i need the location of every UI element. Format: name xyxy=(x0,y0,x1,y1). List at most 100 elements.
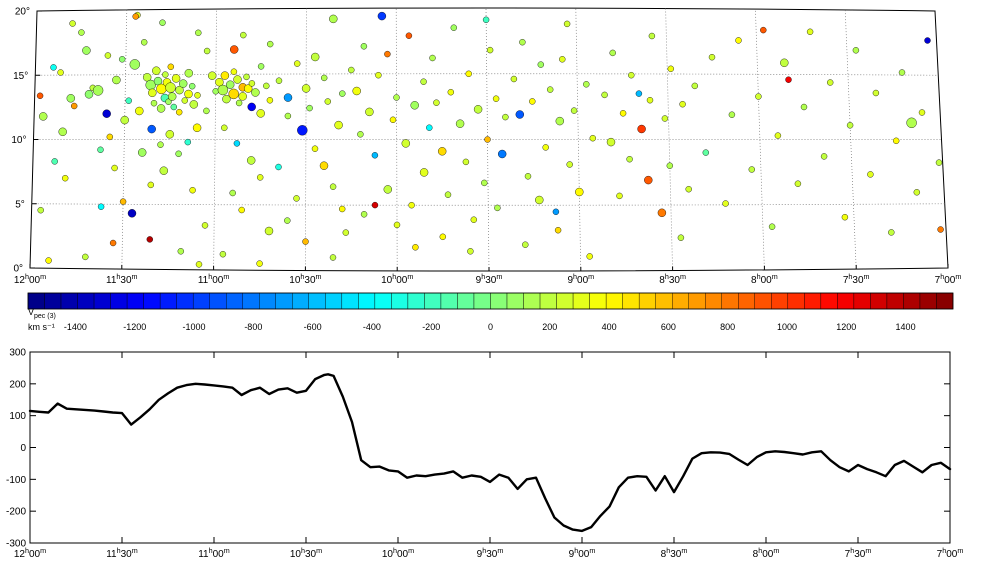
scatter-point xyxy=(78,29,85,36)
colorbar-cell xyxy=(539,292,557,310)
scatter-point xyxy=(201,222,209,229)
scatter-point xyxy=(586,253,593,260)
colorbar-units: km s⁻¹ xyxy=(28,321,55,332)
colorbar-cell xyxy=(903,292,921,310)
y-tick-label: 0 xyxy=(20,443,26,454)
scatter-point xyxy=(679,100,686,108)
scatter-point xyxy=(646,96,654,104)
colorbar-tick-label: -1000 xyxy=(183,322,206,332)
scatter-point xyxy=(104,52,112,59)
parallel-gridline xyxy=(35,73,939,76)
scatter-point xyxy=(473,105,483,114)
scatter-point xyxy=(256,109,265,118)
x-tick-label: 12h00m xyxy=(14,272,46,286)
scatter-point xyxy=(203,107,210,115)
scatter-point xyxy=(937,226,944,233)
colorbar-cell xyxy=(259,292,276,310)
colorbar-cell xyxy=(622,292,640,310)
scatter-point xyxy=(157,141,164,148)
colorbar-cell xyxy=(110,292,128,310)
scatter-point xyxy=(619,110,627,117)
scatter-point xyxy=(51,158,58,165)
meridian-gridline xyxy=(485,7,490,272)
scatter-point xyxy=(780,58,789,67)
colorbar-tick-label: 400 xyxy=(602,322,617,332)
scatter-point xyxy=(666,162,673,169)
scatter-point xyxy=(755,93,762,100)
colorbar-tick-label: -200 xyxy=(422,322,440,332)
scatter-point xyxy=(220,71,230,80)
scatter-point xyxy=(243,84,253,93)
scatter-point xyxy=(119,198,127,205)
scatter-point xyxy=(233,140,241,147)
scatter-point xyxy=(492,95,500,102)
scatter-point xyxy=(181,97,189,104)
profile-frame xyxy=(29,351,951,544)
scatter-point xyxy=(125,97,132,104)
colorbar-cell xyxy=(853,292,871,310)
colorbar-cell xyxy=(605,292,623,310)
colorbar-cell xyxy=(820,292,838,310)
scatter-point xyxy=(357,131,364,138)
colorbar-cell xyxy=(638,292,656,310)
scatter-point xyxy=(61,174,69,182)
colorbar-cell xyxy=(523,292,541,310)
scatter-point xyxy=(321,74,328,82)
colorbar-cell xyxy=(886,292,904,310)
colorbar-cell xyxy=(919,292,937,310)
scatter-point xyxy=(702,149,709,156)
scatter-point xyxy=(410,101,419,110)
colorbar-tick-label: -800 xyxy=(244,322,262,332)
scatter-point xyxy=(648,32,656,40)
y-tick-label: 100 xyxy=(9,411,26,422)
scatter-point xyxy=(92,85,104,96)
scatter-point xyxy=(439,233,446,241)
scatter-point xyxy=(229,45,239,54)
colorbar-tick-label: -1200 xyxy=(123,322,146,332)
scatter-point xyxy=(852,47,860,54)
scatter-point xyxy=(420,78,427,85)
scatter-point xyxy=(768,223,776,230)
scatter-point xyxy=(106,133,114,141)
scatter-point xyxy=(175,150,182,158)
scatter-point xyxy=(275,163,282,171)
scatter-point xyxy=(637,124,646,134)
colorbar-cell xyxy=(457,292,475,310)
scatter-point xyxy=(293,195,300,202)
velocity-profile-line xyxy=(28,373,952,533)
scatter-point xyxy=(50,64,57,71)
scatter-point xyxy=(329,254,337,261)
scatter-point xyxy=(147,124,156,134)
scatter-point xyxy=(748,166,755,173)
scatter-point xyxy=(175,108,183,116)
scatter-point xyxy=(194,92,201,99)
scatter-point xyxy=(82,46,91,55)
scatter-point xyxy=(800,103,808,111)
scatter-point xyxy=(189,100,199,109)
x-tick-label: 9h00m xyxy=(567,272,594,286)
scatter-point xyxy=(393,94,400,101)
scatter-point xyxy=(294,60,301,67)
scatter-point xyxy=(137,148,147,157)
x-tick-label: 9h00m xyxy=(569,546,596,560)
scatter-point xyxy=(225,80,235,89)
y-tick-label: -300 xyxy=(6,539,26,550)
scatter-point xyxy=(120,115,129,125)
colorbar-tick-label: 0 xyxy=(488,322,493,332)
scatter-point xyxy=(389,116,397,124)
scatter-point xyxy=(601,91,608,99)
scatter-point xyxy=(412,244,419,251)
y-tick-label: 20° xyxy=(15,7,30,18)
scatter-point xyxy=(146,236,154,243)
colorbar-label-v-line: Vpec (3) xyxy=(28,307,56,322)
scatter-point xyxy=(195,29,202,36)
scatter-point xyxy=(722,200,729,207)
colorbar-cell xyxy=(672,292,689,310)
scatter-point xyxy=(360,43,368,50)
scatter-point xyxy=(486,46,494,54)
scatter-point xyxy=(552,208,560,216)
colorbar-label-v: V xyxy=(28,307,35,317)
scatter-point xyxy=(219,250,227,258)
scatter-point xyxy=(156,104,166,113)
